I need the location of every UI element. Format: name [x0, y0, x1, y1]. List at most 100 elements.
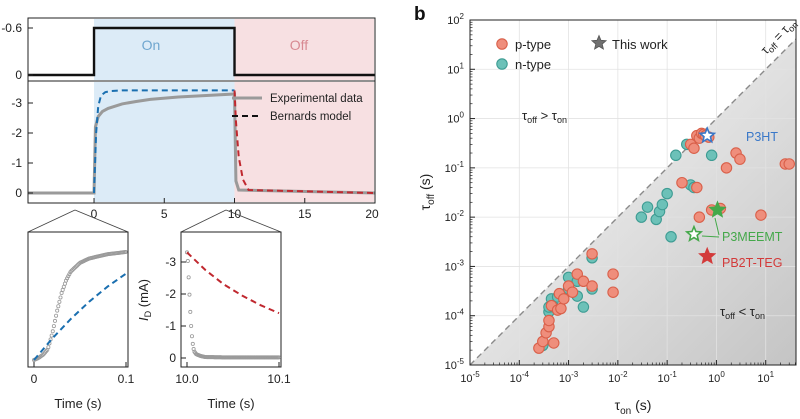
zoom-off-x-axis: 10.0 10.1 — [175, 362, 291, 386]
pb2t-teg-label: PB2T-TEG — [722, 256, 782, 270]
experimental-point — [70, 267, 75, 272]
n-type-point — [705, 149, 718, 162]
tick-label: 10-3 — [559, 370, 579, 385]
legend-this-work-label: This work — [612, 37, 668, 52]
p-type-point — [586, 248, 598, 260]
p-type-point — [558, 293, 570, 305]
zoom-on-experimental-points — [32, 250, 128, 362]
zoom-off-y-axis: -3 -2 -1 0 — [165, 255, 186, 365]
tick-label: 100 — [708, 370, 725, 385]
legend-p-type-marker — [496, 38, 508, 50]
tick-label: 0 — [15, 186, 22, 200]
tick-label: -2 — [165, 287, 176, 301]
panel-label-b: b — [414, 4, 426, 25]
transient-legend: Experimental data Bernards model — [232, 93, 363, 123]
n-type-point — [670, 149, 682, 162]
experimental-point — [56, 304, 61, 309]
p3meemt-connector-2 — [714, 217, 720, 236]
scatter-legend: p-type n-type This work — [496, 34, 668, 72]
legend-bernards-label: Bernards model — [270, 111, 351, 123]
zoom-on-xlabel: Time (s) — [54, 396, 101, 411]
p3meemt-star — [684, 224, 704, 242]
zoom-off-ylabel: ID (mA) — [136, 279, 153, 321]
tick-label: 10-4 — [445, 308, 465, 323]
tick-label: 10-2 — [445, 209, 465, 224]
experimental-data-line — [28, 92, 376, 195]
p-type-point — [607, 286, 619, 298]
p3meemt-label: P3MEEMT — [722, 230, 783, 244]
p-type-point — [577, 275, 590, 288]
scatter-points — [533, 126, 795, 354]
tick-label: 5 — [161, 207, 168, 221]
experimental-point — [187, 292, 192, 297]
tick-label: 15 — [298, 207, 312, 221]
gate-panel: On Off -0.6 0 — [1, 17, 376, 82]
off-label: Off — [290, 37, 309, 53]
tick-label: 0 — [15, 68, 22, 82]
tick-label: -1 — [11, 156, 22, 170]
tick-label: 10.0 — [175, 372, 199, 386]
tick-label: 101 — [447, 61, 464, 76]
experimental-point — [190, 341, 195, 346]
n-type-point — [656, 198, 669, 211]
experimental-point — [72, 265, 77, 270]
p-type-point — [693, 211, 706, 223]
legend-experimental-label: Experimental data — [270, 93, 363, 105]
p-type-point — [566, 286, 579, 298]
experimental-point — [65, 276, 70, 281]
experimental-point — [51, 324, 56, 329]
p3ht-star — [698, 126, 717, 144]
gate-voltage-line — [28, 26, 375, 77]
experimental-point — [66, 274, 71, 279]
tick-label: 10-1 — [445, 160, 465, 175]
n-type-point — [635, 211, 648, 223]
p3meemt-star — [708, 200, 727, 218]
experimental-point — [58, 295, 63, 300]
zoom-off-frame — [180, 231, 282, 368]
n-type-point — [665, 231, 677, 243]
transient-panel: -3 -2 -1 0 0 5 10 15 20 Experimental data Berna… — [11, 80, 379, 221]
scatter-xlabel: τon (s) — [615, 397, 652, 417]
p-type-point — [688, 142, 700, 154]
legend-n-type-marker — [496, 58, 508, 70]
n-type-point — [577, 301, 590, 313]
p-type-point — [555, 302, 567, 315]
tick-label: 101 — [757, 370, 774, 385]
tick-label: -2 — [11, 126, 22, 140]
p-type-point — [676, 176, 688, 189]
tick-label: 10 — [228, 207, 242, 221]
experimental-point — [46, 345, 51, 350]
tick-label: 10.1 — [267, 372, 291, 386]
tick-label: 10-2 — [608, 370, 628, 385]
scatter-ylabel: τoff (s) — [417, 174, 437, 211]
legend-p-type-label: p-type — [515, 37, 551, 52]
tick-label: -1 — [165, 319, 176, 333]
zoom-off-panel: -3 -2 -1 0 10.0 10.1 Time (s) ID (mA) — [136, 231, 291, 411]
p-type-point — [586, 280, 598, 292]
tick-label: 10-1 — [657, 370, 677, 385]
p-type-point — [691, 181, 703, 194]
zoom-off-experimental-points — [184, 250, 281, 360]
legend-n-type-label: n-type — [515, 57, 551, 72]
tick-label: 102 — [447, 12, 464, 27]
tick-label: 0 — [91, 207, 98, 221]
gate-y-axis: -0.6 0 — [1, 21, 33, 82]
experimental-point — [71, 266, 76, 271]
on-label: On — [142, 37, 161, 53]
zoom-off-xlabel: Time (s) — [207, 396, 254, 411]
experimental-point — [57, 299, 62, 304]
transient-y-axis: -3 -2 -1 0 — [11, 96, 33, 200]
experimental-point — [186, 275, 191, 280]
p-type-point — [734, 153, 746, 165]
bernards-model-on-line — [93, 89, 235, 194]
tick-label: 0 — [31, 372, 38, 386]
p-type-point — [543, 314, 555, 327]
experimental-point — [276, 355, 281, 360]
zoom-on-x-axis: 0 0.1 — [31, 362, 135, 386]
zoom-off-bernards-line — [186, 251, 280, 315]
p-type-point — [720, 162, 733, 174]
off-region — [234, 19, 374, 80]
off-region — [234, 82, 374, 202]
experimental-point — [184, 250, 189, 255]
